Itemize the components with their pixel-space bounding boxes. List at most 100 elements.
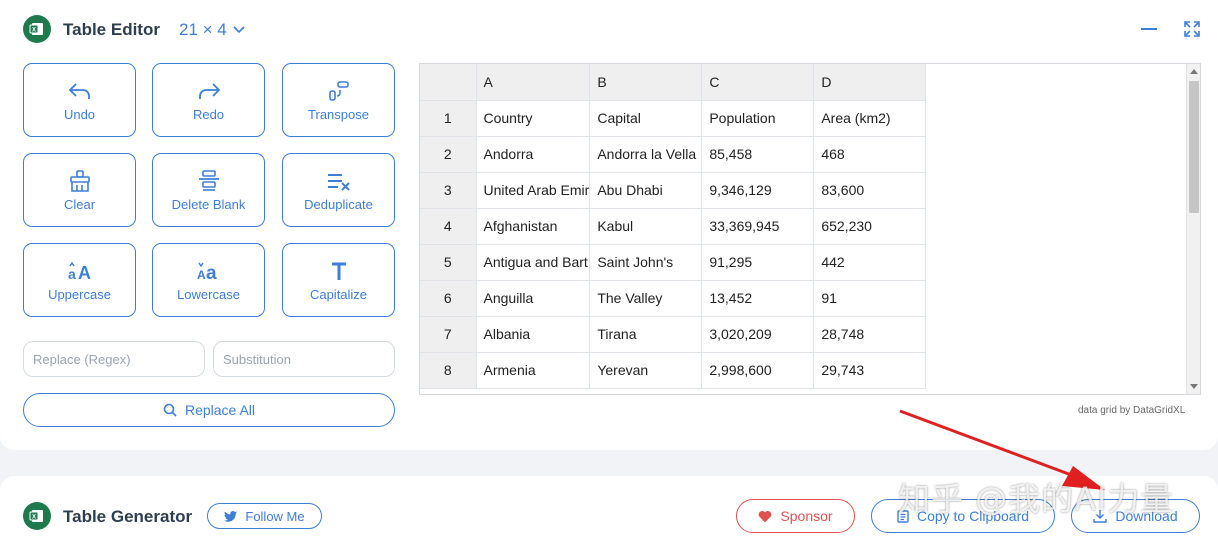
clear-label: Clear <box>63 196 96 212</box>
transpose-label: Transpose <box>308 106 369 122</box>
grid-cell[interactable]: Country <box>476 100 591 137</box>
capitalize-icon <box>329 259 349 283</box>
grid-cell[interactable]: Andorra <box>476 136 591 173</box>
svg-text:A: A <box>197 268 206 282</box>
excel-logo-icon: X <box>23 15 51 43</box>
deduplicate-button[interactable]: Deduplicate <box>282 153 395 227</box>
row-header[interactable]: 7 <box>420 316 477 353</box>
grid-credit[interactable]: data grid by DataGridXL <box>1078 405 1186 416</box>
grid-cell[interactable]: 652,230 <box>813 208 927 245</box>
row-header[interactable]: 1 <box>420 100 477 137</box>
grid-cell[interactable]: 91 <box>813 280 927 317</box>
grid-cell[interactable]: 9,346,129 <box>701 172 815 209</box>
redo-button[interactable]: Redo <box>152 63 265 137</box>
deduplicate-label: Deduplicate <box>304 196 373 212</box>
copy-to-clipboard-label: Copy to Clipboard <box>916 508 1030 524</box>
grid-cell[interactable]: Kabul <box>589 208 703 245</box>
grid-cell[interactable]: 2,998,600 <box>701 352 815 389</box>
download-icon <box>1093 510 1108 523</box>
data-grid[interactable]: A B C D 1 Country Capital Population Area (k… <box>419 63 1201 395</box>
deduplicate-icon <box>326 169 352 193</box>
grid-cell[interactable]: 13,452 <box>701 280 815 317</box>
undo-button[interactable]: Undo <box>23 63 136 137</box>
grid-cell[interactable]: Albania <box>476 316 591 353</box>
search-icon <box>163 403 177 417</box>
grid-cell[interactable]: 28,748 <box>813 316 927 353</box>
grid-cell[interactable]: Capital <box>589 100 703 137</box>
grid-cell[interactable]: 29,743 <box>813 352 927 389</box>
chevron-down-icon <box>233 26 245 34</box>
scroll-down-icon[interactable] <box>1190 384 1198 389</box>
minimize-icon[interactable] <box>1141 28 1157 31</box>
row-header[interactable]: 5 <box>420 244 477 281</box>
transpose-button[interactable]: Transpose <box>282 63 395 137</box>
column-header[interactable]: B <box>589 64 703 101</box>
sponsor-label: Sponsor <box>780 508 833 524</box>
table-row: 3 United Arab Emir Abu Dhabi 9,346,129 83,60… <box>420 172 927 209</box>
grid-cell[interactable]: Saint John's <box>589 244 703 281</box>
undo-icon <box>67 79 93 103</box>
redo-icon <box>196 79 222 103</box>
grid-cell[interactable]: Area (km2) <box>813 100 927 137</box>
svg-text:X: X <box>32 28 36 34</box>
svg-text:X: X <box>32 515 36 521</box>
grid-cell[interactable]: Afghanistan <box>476 208 591 245</box>
fullscreen-icon[interactable] <box>1184 21 1200 37</box>
sponsor-button[interactable]: Sponsor <box>736 499 855 533</box>
clear-button[interactable]: Clear <box>23 153 136 227</box>
replace-all-label: Replace All <box>184 402 256 418</box>
download-label: Download <box>1115 508 1178 524</box>
replace-regex-input[interactable] <box>23 341 205 377</box>
row-header[interactable]: 8 <box>420 352 477 389</box>
table-size-dropdown[interactable]: 21 × 4 <box>179 20 245 40</box>
table-generator-panel: X Table Generator Follow Me Sponsor Copy… <box>0 476 1218 545</box>
grid-cell[interactable]: United Arab Emir <box>476 172 591 209</box>
grid-corner-cell[interactable] <box>420 64 477 101</box>
delete-blank-button[interactable]: Delete Blank <box>152 153 265 227</box>
redo-label: Redo <box>192 106 225 122</box>
grid-cell[interactable]: Antigua and Bart <box>476 244 591 281</box>
grid-cell[interactable]: Yerevan <box>589 352 703 389</box>
copy-to-clipboard-button[interactable]: Copy to Clipboard <box>871 499 1055 533</box>
grid-cell[interactable]: The Valley <box>589 280 703 317</box>
replace-all-button[interactable]: Replace All <box>23 393 395 427</box>
grid-table: A B C D 1 Country Capital Population Area (k… <box>420 64 927 389</box>
grid-cell[interactable]: Anguilla <box>476 280 591 317</box>
table-row: 1 Country Capital Population Area (km2) <box>420 100 927 137</box>
scroll-up-icon[interactable] <box>1190 69 1198 74</box>
grid-cell[interactable]: 33,369,945 <box>701 208 815 245</box>
vertical-scrollbar[interactable] <box>1186 64 1200 394</box>
capitalize-button[interactable]: Capitalize <box>282 243 395 317</box>
table-row: 4 Afghanistan Kabul 33,369,945 652,230 <box>420 208 927 245</box>
grid-cell[interactable]: 91,295 <box>701 244 815 281</box>
grid-cell[interactable]: 83,600 <box>813 172 927 209</box>
row-header[interactable]: 4 <box>420 208 477 245</box>
column-header[interactable]: C <box>701 64 815 101</box>
table-row: 8 Armenia Yerevan 2,998,600 29,743 <box>420 352 927 389</box>
grid-cell[interactable]: Andorra la Vella <box>589 136 703 173</box>
row-header[interactable]: 3 <box>420 172 477 209</box>
grid-cell[interactable]: 442 <box>813 244 927 281</box>
grid-cell[interactable]: Abu Dhabi <box>589 172 703 209</box>
substitution-input[interactable] <box>213 341 395 377</box>
row-header[interactable]: 2 <box>420 136 477 173</box>
grid-cell[interactable]: 85,458 <box>701 136 815 173</box>
page-title: Table Editor <box>63 20 160 39</box>
grid-cell[interactable]: Population <box>701 100 815 137</box>
generator-title: Table Generator <box>63 507 193 526</box>
twitter-icon <box>224 510 238 522</box>
column-header[interactable]: A <box>476 64 591 101</box>
scrollbar-thumb[interactable] <box>1189 81 1199 213</box>
download-button[interactable]: Download <box>1071 499 1200 533</box>
follow-me-button[interactable]: Follow Me <box>207 503 322 529</box>
grid-cell[interactable]: 3,020,209 <box>701 316 815 353</box>
grid-cell[interactable]: 468 <box>813 136 927 173</box>
follow-me-label: Follow Me <box>245 508 305 524</box>
grid-cell[interactable]: Tirana <box>589 316 703 353</box>
clipboard-icon <box>897 510 909 523</box>
grid-cell[interactable]: Armenia <box>476 352 591 389</box>
row-header[interactable]: 6 <box>420 280 477 317</box>
column-header[interactable]: D <box>813 64 927 101</box>
